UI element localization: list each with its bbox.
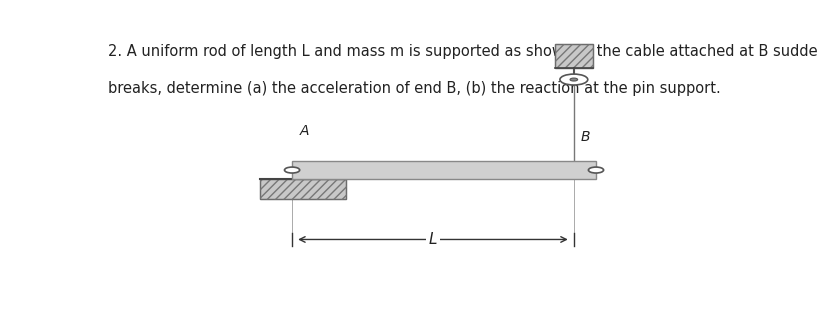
- Bar: [292, 161, 596, 179]
- Text: 2. A uniform rod of length L and mass m is supported as shown. If the cable atta: 2. A uniform rod of length L and mass m …: [109, 43, 817, 59]
- Text: L: L: [429, 232, 437, 247]
- Circle shape: [570, 78, 578, 81]
- Bar: [261, 179, 346, 199]
- Circle shape: [588, 167, 604, 173]
- Bar: [555, 43, 593, 68]
- Text: breaks, determine (a) the acceleration of end B, (b) the reaction at the pin sup: breaks, determine (a) the acceleration o…: [109, 81, 721, 96]
- Bar: [261, 179, 346, 199]
- Text: A: A: [300, 124, 310, 138]
- Circle shape: [284, 167, 300, 173]
- Text: B: B: [580, 130, 590, 144]
- Bar: [555, 43, 593, 68]
- Circle shape: [560, 74, 587, 85]
